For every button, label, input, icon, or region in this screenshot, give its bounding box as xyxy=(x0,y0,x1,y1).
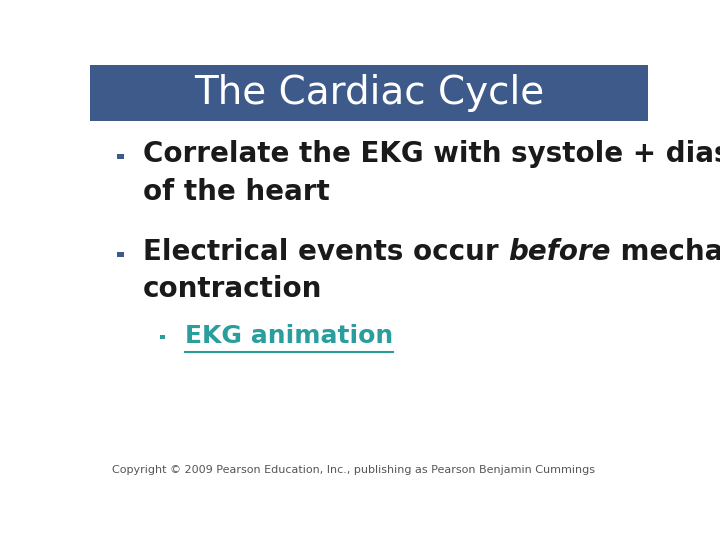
Text: EKG animation: EKG animation xyxy=(185,325,393,348)
Text: The Cardiac Cycle: The Cardiac Cycle xyxy=(194,74,544,112)
Text: of the heart: of the heart xyxy=(143,178,330,206)
FancyBboxPatch shape xyxy=(117,252,125,257)
Text: mechanical: mechanical xyxy=(611,238,720,266)
FancyBboxPatch shape xyxy=(90,65,648,121)
Text: contraction: contraction xyxy=(143,275,323,303)
FancyBboxPatch shape xyxy=(117,154,125,159)
Text: Correlate the EKG with systole + diastole: Correlate the EKG with systole + diastol… xyxy=(143,140,720,168)
Text: Electrical events occur: Electrical events occur xyxy=(143,238,508,266)
FancyBboxPatch shape xyxy=(160,335,166,340)
Text: Copyright © 2009 Pearson Education, Inc., publishing as Pearson Benjamin Cumming: Copyright © 2009 Pearson Education, Inc.… xyxy=(112,465,595,475)
Text: before: before xyxy=(508,238,611,266)
